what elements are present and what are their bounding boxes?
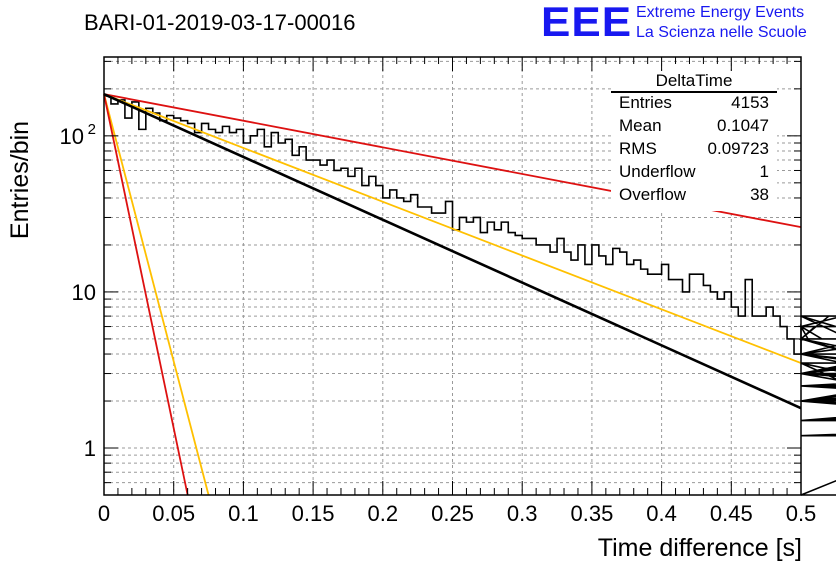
stats-key: RMS	[619, 139, 657, 158]
stats-key: Entries	[619, 93, 672, 112]
histogram-step	[104, 95, 836, 496]
x-tick-label: 0.5	[786, 501, 817, 526]
stats-value: 38	[750, 185, 769, 204]
x-axis-label: Time difference [s]	[597, 534, 802, 562]
x-tick-label: 0.3	[507, 501, 538, 526]
stats-value: 0.1047	[717, 116, 769, 135]
y-tick-label: 1	[84, 436, 96, 461]
logo-line-2: La Scienza nelle Scuole	[636, 24, 807, 41]
y-tick-label: 10	[72, 280, 96, 305]
histogram	[104, 95, 836, 496]
y-tick-label-exponent: 2	[88, 121, 96, 138]
axis-ticks	[103, 57, 802, 496]
stats-key: Mean	[619, 116, 662, 135]
x-tick-label: 0.15	[292, 501, 335, 526]
x-tick-label: 0.45	[710, 501, 753, 526]
x-tick-label: 0.25	[431, 501, 474, 526]
stats-title: DeltaTime	[655, 71, 733, 90]
stats-value: 1	[759, 162, 769, 181]
logo-line-1: Extreme Energy Events	[636, 4, 805, 21]
x-tick-label: 0.4	[646, 501, 677, 526]
stats-key: Overflow	[619, 185, 687, 204]
x-tick-labels: 0 0.05 0.1 0.15 0.2 0.25 0.3 0.35 0.4 0.45 0.5	[98, 501, 816, 526]
eee-logo: EEE	[541, 0, 633, 46]
fit-line	[103, 93, 802, 364]
fit-line	[103, 93, 189, 496]
stats-value: 0.09723	[707, 139, 769, 158]
x-tick-label: 0	[98, 501, 110, 526]
x-tick-label: 0.2	[368, 501, 399, 526]
stats-divider	[611, 91, 777, 93]
x-tick-label: 0.1	[228, 501, 259, 526]
y-axis-label: Entries/bin	[6, 120, 34, 240]
y-tick-label: 10	[60, 124, 84, 149]
stats-box: DeltaTime Entries 4153 Mean 0.1047 RMS 0…	[611, 71, 777, 211]
fit-line	[103, 93, 210, 496]
fit-line	[103, 92, 802, 410]
x-tick-label: 0.35	[570, 501, 613, 526]
grid	[104, 57, 801, 496]
stats-value: 4153	[731, 93, 769, 112]
x-tick-label: 0.05	[152, 501, 195, 526]
stats-key: Underflow	[619, 162, 696, 181]
page-title: BARI-01-2019-03-17-00016	[84, 10, 356, 35]
